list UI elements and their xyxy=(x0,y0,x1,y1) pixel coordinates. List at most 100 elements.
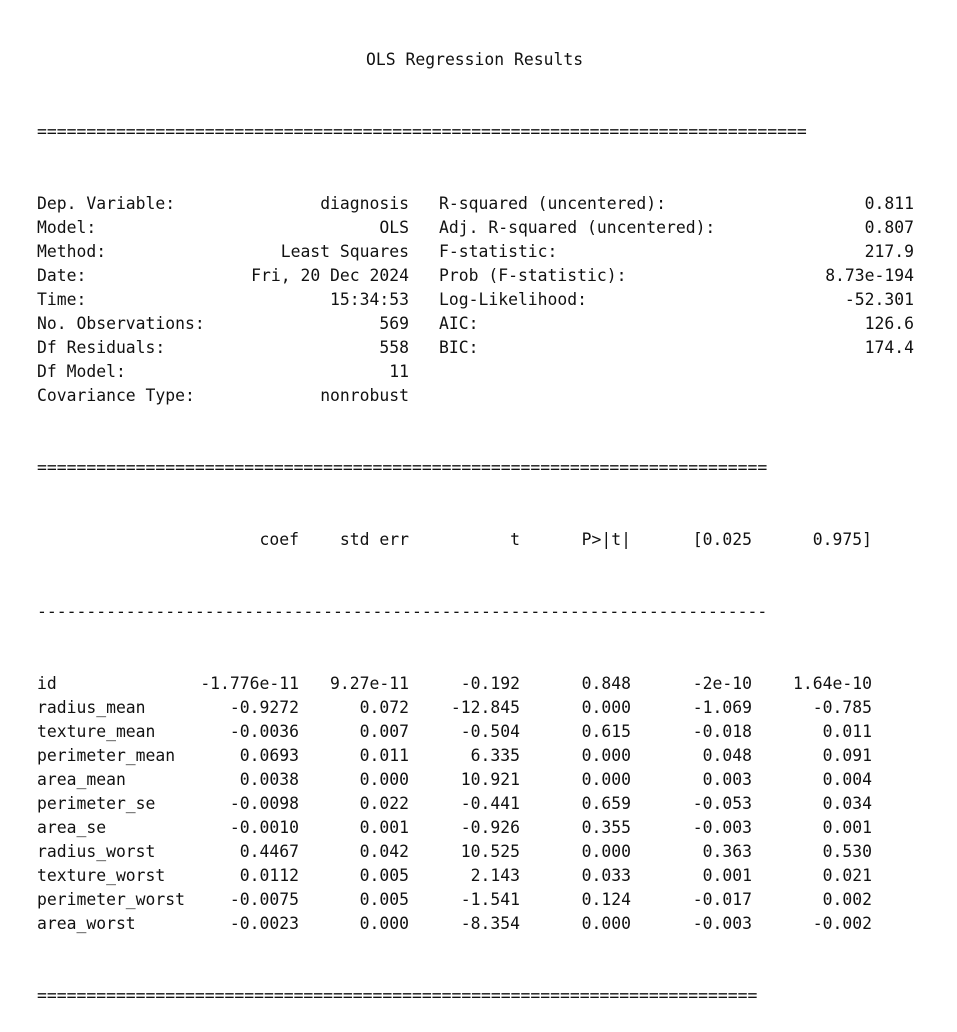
table-cell: 0.530 xyxy=(822,842,872,861)
summary-label: Covariance Type: xyxy=(37,386,195,405)
table-cell: -0.053 xyxy=(692,794,752,813)
column-header: std err xyxy=(339,530,409,549)
table-cell: 0.048 xyxy=(702,746,752,765)
table-cell: 0.005 xyxy=(359,866,409,885)
table-cell: -0.002 xyxy=(812,914,872,933)
table-row: radius_mean -0.9272 0.072 -12.845 0.000 -1.06… xyxy=(37,696,914,720)
table-cell: 0.000 xyxy=(581,746,631,765)
table-cell: -1.776e-11 xyxy=(200,674,299,693)
table-cell: -1.541 xyxy=(460,890,520,909)
table-cell: -0.017 xyxy=(692,890,752,909)
table-cell: 0.042 xyxy=(359,842,409,861)
table-cell: 0.022 xyxy=(359,794,409,813)
table-cell: 2.143 xyxy=(470,866,520,885)
summary-label: Model: xyxy=(37,218,97,237)
summary-stat-label: Adj. R-squared (uncentered): xyxy=(439,218,716,237)
table-cell: 0.072 xyxy=(359,698,409,717)
table-cell: -0.504 xyxy=(460,722,520,741)
table-cell: 0.011 xyxy=(359,746,409,765)
summary-stat-value: 0.807 xyxy=(864,218,914,237)
summary-row: Dep. Variable: diagnosis R-squared (uncent… xyxy=(37,192,914,216)
table-row: radius_worst 0.4467 0.042 10.525 0.000 0.363 0… xyxy=(37,840,914,864)
table-cell: 0.091 xyxy=(822,746,872,765)
table-cell: 0.034 xyxy=(822,794,872,813)
table-cell: 0.000 xyxy=(581,770,631,789)
ols-results-report: OLS Regression Results =================… xyxy=(37,0,914,1032)
table-row: texture_mean -0.0036 0.007 -0.504 0.615 -0.01… xyxy=(37,720,914,744)
table-cell: 0.000 xyxy=(359,914,409,933)
table-cell: 0.000 xyxy=(359,770,409,789)
table-cell: 0.0112 xyxy=(239,866,299,885)
summary-value: 569 xyxy=(379,314,409,333)
summary-value: nonrobust xyxy=(320,386,409,405)
column-header: 0.975] xyxy=(812,530,872,549)
table-row: area_worst -0.0023 0.000 -8.354 0.000 -0.003 -… xyxy=(37,912,914,936)
table-row: area_se -0.0010 0.001 -0.926 0.355 -0.003 0.00… xyxy=(37,816,914,840)
summary-row: Covariance Type: nonrobust xyxy=(37,384,914,408)
table-cell: 0.033 xyxy=(581,866,631,885)
summary-value: 11 xyxy=(389,362,409,381)
table-cell: -0.0098 xyxy=(229,794,299,813)
table-cell: -0.003 xyxy=(692,818,752,837)
table-cell: -8.354 xyxy=(460,914,520,933)
bottom-rule: ========================================… xyxy=(37,986,758,1005)
variable-name: area_se xyxy=(37,818,107,837)
table-cell: 0.000 xyxy=(581,914,631,933)
variable-name: id xyxy=(37,674,57,693)
summary-label: Df Residuals: xyxy=(37,338,166,357)
table-cell: 10.921 xyxy=(460,770,520,789)
table-cell: 0.124 xyxy=(581,890,631,909)
table-row: perimeter_mean 0.0693 0.011 6.335 0.000 0.048… xyxy=(37,744,914,768)
summary-stat-value: -52.301 xyxy=(844,290,914,309)
table-cell: 0.003 xyxy=(702,770,752,789)
summary-stat-value: 126.6 xyxy=(864,314,914,333)
coef-table-header: coef std err t P>|t| [0.025 0.975] xyxy=(37,528,914,552)
table-row: texture_worst 0.0112 0.005 2.143 0.033 0.001 0… xyxy=(37,864,914,888)
summary-row: Method: Least Squares F-statistic: 217.9 xyxy=(37,240,914,264)
coef-table-body: id -1.776e-11 9.27e-11 -0.192 0.848 -2e-10 1.6… xyxy=(37,672,914,936)
top-rule: ========================================… xyxy=(37,122,807,141)
table-cell: 9.27e-11 xyxy=(330,674,409,693)
column-header: t xyxy=(510,530,520,549)
table-cell: 0.021 xyxy=(822,866,872,885)
table-cell: -1.069 xyxy=(692,698,752,717)
summary-stat-value: 217.9 xyxy=(864,242,914,261)
summary-stat-label: F-statistic: xyxy=(439,242,558,261)
table-row: perimeter_worst -0.0075 0.005 -1.541 0.124 -0… xyxy=(37,888,914,912)
summary-stat-value: 8.73e-194 xyxy=(825,266,914,285)
summary-value: OLS xyxy=(379,218,409,237)
summary-stat-label: Prob (F-statistic): xyxy=(439,266,627,285)
summary-row: Model: OLS Adj. R-squared (uncentered): 0.8… xyxy=(37,216,914,240)
summary-row: Df Residuals: 558 BIC: 174.4 xyxy=(37,336,914,360)
table-cell: -0.0036 xyxy=(229,722,299,741)
table-cell: -0.0010 xyxy=(229,818,299,837)
summary-row: Df Model: 11 xyxy=(37,360,914,384)
model-summary: Dep. Variable: diagnosis R-squared (uncent… xyxy=(37,192,914,408)
table-cell: -12.845 xyxy=(450,698,520,717)
summary-value: 558 xyxy=(379,338,409,357)
column-header: [0.025 xyxy=(692,530,752,549)
table-cell: 0.363 xyxy=(702,842,752,861)
summary-value: diagnosis xyxy=(320,194,409,213)
table-cell: 0.002 xyxy=(822,890,872,909)
column-header: coef xyxy=(259,530,299,549)
column-header: P>|t| xyxy=(581,530,631,549)
summary-stat-label: R-squared (uncentered): xyxy=(439,194,666,213)
summary-label: Method: xyxy=(37,242,107,261)
mid-rule: ========================================… xyxy=(37,458,768,477)
table-cell: 0.848 xyxy=(581,674,631,693)
table-cell: 0.011 xyxy=(822,722,872,741)
table-cell: 6.335 xyxy=(470,746,520,765)
variable-name: perimeter_worst xyxy=(37,890,186,909)
summary-row: Time: 15:34:53 Log-Likelihood: -52.301 xyxy=(37,288,914,312)
variable-name: radius_worst xyxy=(37,842,156,861)
table-cell: 0.004 xyxy=(822,770,872,789)
table-cell: -0.192 xyxy=(460,674,520,693)
summary-label: Date: xyxy=(37,266,87,285)
table-cell: 0.007 xyxy=(359,722,409,741)
summary-label: Df Model: xyxy=(37,362,126,381)
summary-stat-label: AIC: xyxy=(439,314,479,333)
table-cell: 0.005 xyxy=(359,890,409,909)
table-cell: -0.926 xyxy=(460,818,520,837)
table-cell: -0.9272 xyxy=(229,698,299,717)
